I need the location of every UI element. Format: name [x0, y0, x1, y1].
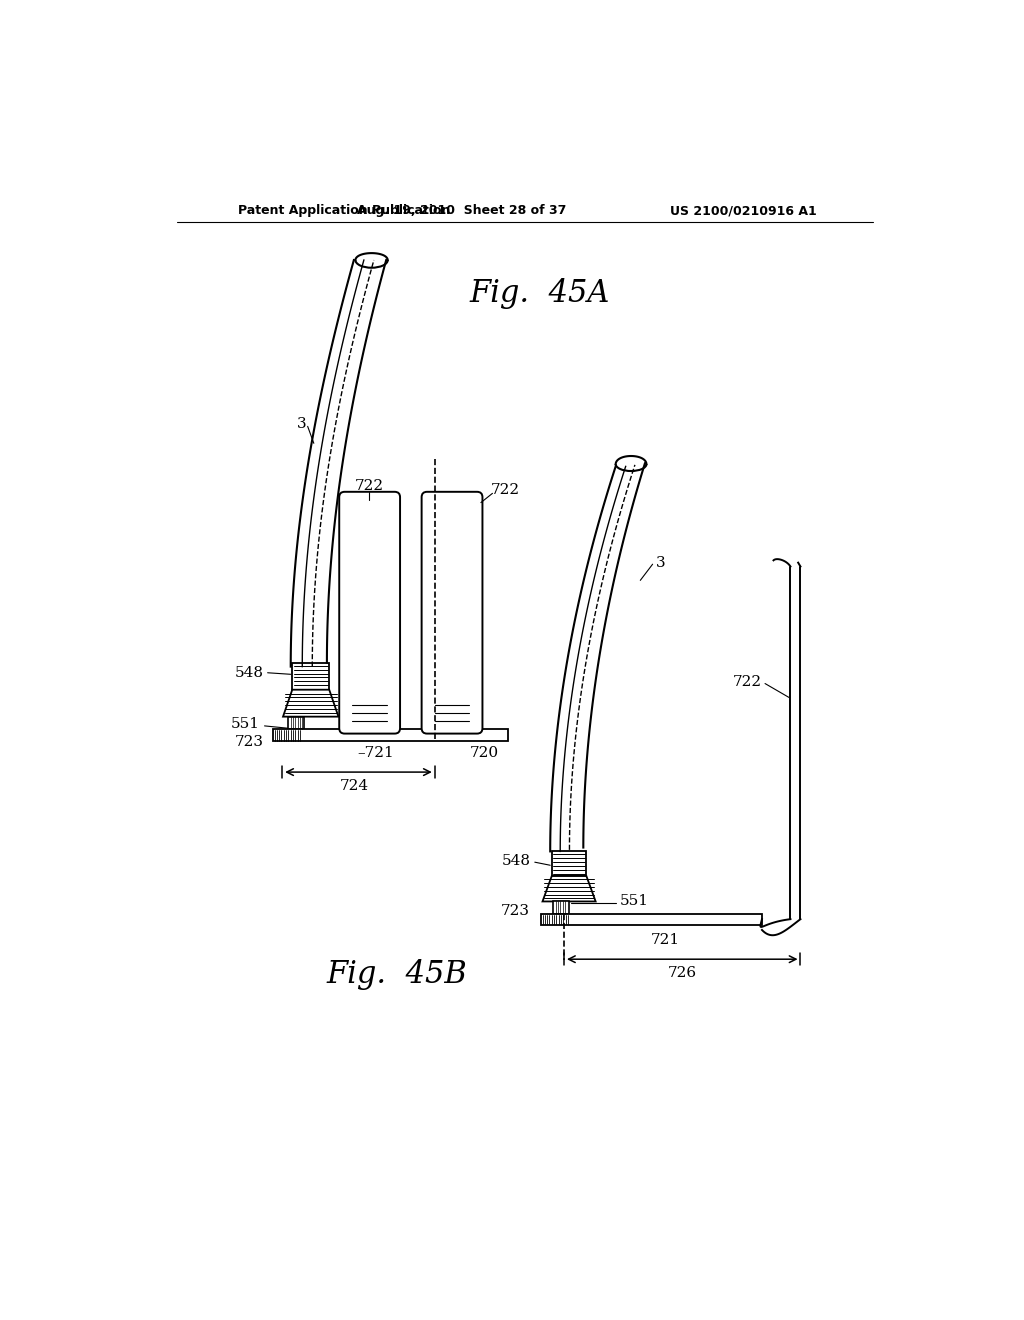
Bar	[273, 729, 508, 742]
Polygon shape	[283, 689, 339, 717]
Text: 548: 548	[502, 854, 531, 867]
FancyBboxPatch shape	[339, 492, 400, 734]
Text: US 2100/0210916 A1: US 2100/0210916 A1	[670, 205, 816, 218]
Text: 724: 724	[339, 779, 369, 793]
Text: Patent Application Publication: Patent Application Publication	[239, 205, 451, 218]
Text: 726: 726	[668, 966, 696, 979]
Text: 722: 722	[354, 479, 384, 492]
Text: 3: 3	[655, 556, 666, 570]
Bar	[553, 902, 568, 913]
Text: 722: 722	[733, 675, 762, 689]
Text: Aug. 19, 2010  Sheet 28 of 37: Aug. 19, 2010 Sheet 28 of 37	[357, 205, 566, 218]
Text: 723: 723	[234, 735, 264, 748]
Polygon shape	[543, 876, 596, 902]
Bar	[541, 913, 762, 924]
Text: 722: 722	[490, 483, 520, 496]
Text: 548: 548	[234, 665, 264, 680]
Text: –721: –721	[357, 746, 394, 760]
FancyBboxPatch shape	[422, 492, 482, 734]
Text: 3: 3	[297, 417, 306, 432]
Bar	[289, 717, 304, 729]
Text: Fig.  45B: Fig. 45B	[327, 960, 468, 990]
Text: 551: 551	[231, 717, 260, 731]
Bar	[552, 851, 587, 876]
Text: 721: 721	[651, 933, 680, 946]
Text: 720: 720	[469, 746, 499, 760]
Text: Fig.  45A: Fig. 45A	[469, 277, 609, 309]
Text: 723: 723	[501, 904, 529, 919]
Text: 551: 551	[620, 895, 648, 908]
Bar	[292, 663, 330, 689]
